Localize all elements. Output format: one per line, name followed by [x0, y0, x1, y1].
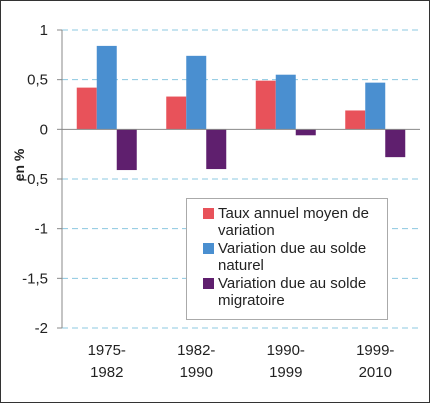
y-tick-label: 1	[40, 22, 48, 39]
bar	[295, 129, 316, 136]
legend-label: Variation due au solde naturel	[218, 240, 367, 274]
y-axis-label: en %	[11, 148, 27, 181]
bar	[365, 82, 386, 130]
legend-item: Taux annuel moyen de variation	[203, 205, 383, 239]
bar	[96, 45, 117, 130]
x-tick-label: 1975-1982	[88, 342, 126, 381]
bar	[385, 129, 406, 158]
x-tick-label: 1990-1999	[267, 342, 305, 381]
legend-label: Variation due au solde migratoire	[218, 275, 367, 309]
bar	[206, 129, 227, 170]
bar	[255, 80, 276, 130]
bar	[76, 87, 97, 130]
x-tick-label: 1999-2010	[356, 342, 394, 381]
bar	[186, 55, 207, 130]
legend-label: Taux annuel moyen de variation	[218, 205, 369, 239]
legend-swatch	[203, 278, 214, 289]
legend-swatch	[203, 243, 214, 254]
bar	[166, 96, 187, 130]
x-tick-label: 1982-1990	[177, 342, 215, 381]
y-tick-label: -1	[35, 221, 48, 238]
bar	[275, 74, 296, 130]
legend-item: Variation due au solde migratoire	[203, 275, 383, 309]
y-tick-label: 0	[40, 121, 48, 138]
bar	[116, 129, 137, 171]
bar	[345, 110, 366, 130]
legend-item: Variation due au solde naturel	[203, 240, 383, 274]
legend: Taux annuel moyen de variation Variation …	[186, 198, 388, 320]
y-tick-label: -0,5	[22, 171, 48, 188]
y-tick-label: -1,5	[22, 270, 48, 287]
legend-swatch	[203, 208, 214, 219]
y-tick-label: 0,5	[27, 72, 48, 89]
y-tick-label: -2	[35, 320, 48, 337]
